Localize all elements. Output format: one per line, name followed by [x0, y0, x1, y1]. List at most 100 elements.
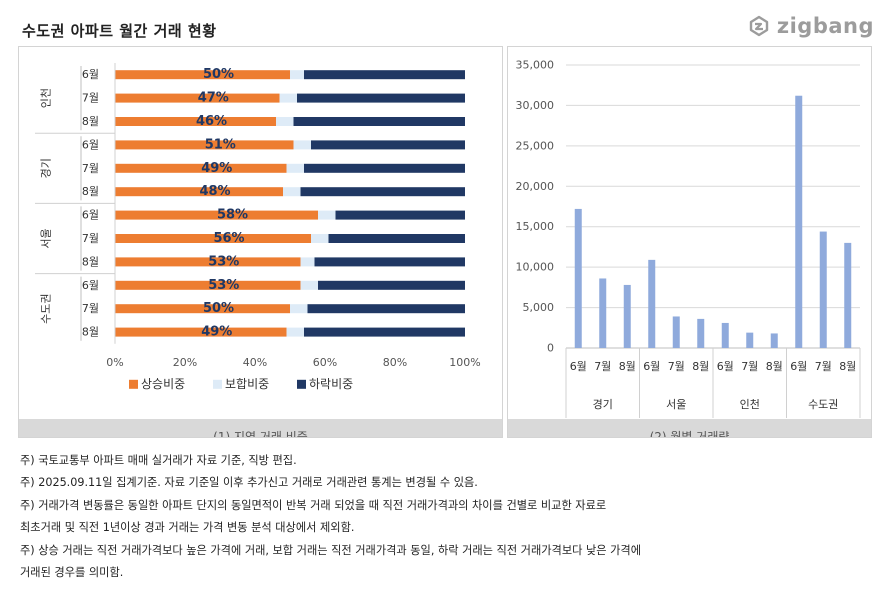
- row-label: 6월: [82, 279, 99, 292]
- bar-up: [115, 257, 301, 267]
- bar-flat: [276, 117, 294, 126]
- bar-flat: [283, 187, 301, 197]
- bar-flat: [286, 163, 304, 173]
- bar-up: [115, 327, 287, 337]
- y-tick-label: 35,000: [516, 59, 555, 72]
- bar-up: [115, 187, 283, 197]
- bar-down: [335, 210, 465, 220]
- bar-up: [115, 70, 290, 80]
- bar-up: [115, 163, 287, 173]
- share-chart-caption: (1) 지역 거래 비중: [213, 430, 308, 437]
- data-label: 58%: [217, 208, 248, 223]
- bar-up: [115, 117, 276, 126]
- bar-up: [115, 93, 280, 103]
- x-tick-label: 6월: [790, 360, 807, 373]
- data-label: 50%: [203, 301, 234, 316]
- logo-text: zigbang: [776, 14, 874, 38]
- row-label: 8월: [82, 255, 99, 268]
- data-label: 47%: [198, 91, 229, 106]
- row-label: 8월: [82, 185, 99, 198]
- legend-label: 보합비중: [225, 377, 269, 391]
- legend-swatch: [297, 379, 306, 389]
- data-label: 51%: [205, 137, 236, 152]
- footnote: 주) 국토교통부 아파트 매매 실거래가 자료 기준, 직방 편집.: [20, 454, 297, 467]
- bar: [819, 231, 827, 348]
- bar-up: [115, 280, 301, 290]
- group-label: 서울: [666, 398, 686, 411]
- bar: [844, 242, 852, 348]
- bar-down: [304, 163, 465, 173]
- group-label: 수도권: [40, 294, 53, 324]
- y-tick-label: 30,000: [516, 99, 555, 112]
- y-tick-label: 20,000: [516, 180, 555, 193]
- bar-down: [304, 70, 465, 80]
- data-label: 50%: [203, 67, 234, 82]
- legend-label: 상승비중: [141, 377, 185, 391]
- bar-flat: [300, 257, 315, 267]
- group-label: 경기: [593, 398, 613, 411]
- bar: [721, 322, 729, 348]
- y-tick-label: 10,000: [516, 261, 555, 274]
- data-label: 48%: [199, 184, 230, 199]
- bar-flat: [290, 304, 308, 314]
- bar-down: [311, 140, 465, 150]
- row-label: 6월: [82, 138, 99, 151]
- x-tick-label: 8월: [766, 360, 783, 373]
- y-tick-label: 5,000: [523, 301, 555, 314]
- group-label: 경기: [40, 158, 53, 178]
- x-tick-label: 7월: [741, 360, 758, 373]
- bar-up: [115, 140, 294, 150]
- bar-flat: [286, 327, 304, 337]
- legend-swatch: [213, 379, 222, 389]
- x-tick-label: 6월: [717, 360, 734, 373]
- row-label: 8월: [82, 115, 99, 128]
- row-label: 7월: [82, 232, 99, 245]
- data-label: 49%: [201, 161, 232, 176]
- footnote: 거래된 경우를 의미함.: [20, 566, 124, 580]
- y-tick-label: 15,000: [516, 220, 555, 233]
- x-tick-label: 6월: [570, 360, 587, 373]
- bar-flat: [300, 280, 318, 290]
- logo: zigbang: [747, 14, 874, 38]
- x-tick-label: 20%: [173, 356, 197, 369]
- volume-chart-caption: (2) 월별 거래량: [649, 430, 730, 437]
- bar-up: [115, 234, 311, 243]
- group-label: 서울: [40, 228, 53, 248]
- bar: [697, 318, 705, 348]
- share-chart: 인천 6월 50% 7월 47% 8월 46% 경기 6월 51% 7월 49% 8월 48% 서울 6월 58…: [35, 63, 481, 391]
- bar: [648, 259, 656, 348]
- bar-down: [314, 257, 465, 267]
- data-label: 53%: [208, 278, 239, 293]
- data-label: 49%: [201, 325, 232, 340]
- y-tick-label: 0: [547, 342, 554, 355]
- bar-flat: [311, 234, 329, 243]
- data-label: 46%: [196, 114, 227, 129]
- bar: [672, 316, 680, 348]
- y-tick-label: 25,000: [516, 139, 555, 152]
- footnotes: 주) 국토교통부 아파트 매매 실거래가 자료 기준, 직방 편집. 주) 20…: [20, 450, 870, 584]
- bar: [795, 95, 803, 349]
- x-tick-label: 8월: [692, 360, 709, 373]
- group-label: 인천: [740, 397, 760, 411]
- bar-down: [328, 234, 465, 243]
- bar-flat: [293, 140, 311, 150]
- share-chart-caption-bar: (1) 지역 거래 비중: [19, 419, 502, 437]
- bar-flat: [290, 70, 304, 80]
- row-label: 6월: [82, 68, 99, 81]
- page-title: 수도권 아파트 월간 거래 현황: [22, 22, 217, 40]
- bar-flat: [279, 93, 297, 103]
- x-tick-label: 7월: [815, 360, 832, 373]
- x-tick-label: 7월: [594, 360, 611, 373]
- bar: [623, 284, 631, 348]
- bar: [770, 333, 778, 348]
- footnote: 주) 상승 거래는 직전 거래가격보다 높은 가격에 거래, 보합 거래는 직전…: [20, 543, 641, 557]
- x-tick-label: 8월: [619, 360, 636, 373]
- group-label: 인천: [39, 88, 53, 108]
- bar-down: [293, 117, 465, 126]
- x-tick-label: 60%: [313, 356, 337, 369]
- x-tick-label: 0%: [106, 356, 123, 369]
- legend-label: 하락비중: [309, 377, 353, 391]
- volume-chart-panel: 0 5,000 10,000 15,000 20,000 25,000 30,000 35,0…: [507, 46, 872, 438]
- footnote: 최초거래 및 직전 1년이상 경과 거래는 가격 변동 분석 대상에서 제외함.: [20, 521, 355, 535]
- share-chart-panel: 인천 6월 50% 7월 47% 8월 46% 경기 6월 51% 7월 49% 8월 48% 서울 6월 58…: [18, 46, 503, 438]
